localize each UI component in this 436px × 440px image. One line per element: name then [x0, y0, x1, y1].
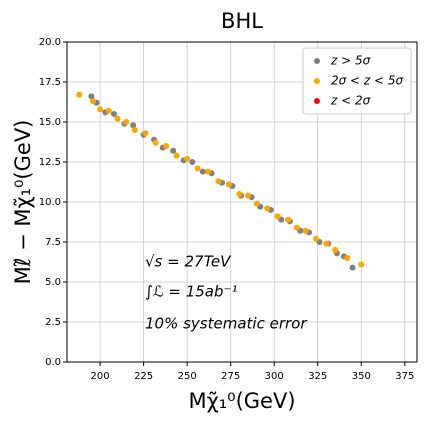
point: [225, 181, 232, 188]
y-tick-label: 12.5: [39, 157, 61, 168]
y-tick-label: 10.0: [39, 197, 61, 208]
point: [358, 261, 365, 268]
point: [97, 106, 104, 113]
point: [170, 147, 177, 154]
point: [349, 264, 356, 271]
point: [302, 227, 309, 234]
x-tick-label: 275: [221, 371, 240, 382]
point: [194, 165, 201, 172]
legend-label: 2σ < z < 5σ: [331, 74, 404, 88]
point: [76, 91, 83, 98]
x-tick-label: 375: [395, 371, 414, 382]
y-tick-label: 0.0: [45, 357, 61, 368]
y-tick-label: 17.5: [39, 77, 61, 88]
point: [163, 143, 170, 149]
y-tick-label: 20.0: [39, 37, 61, 48]
point: [105, 107, 112, 114]
point: [189, 159, 196, 165]
point: [205, 168, 212, 175]
annotation: √s = 27TeV: [145, 253, 232, 271]
x-tick-label: 200: [91, 371, 110, 382]
x-tick-label: 250: [178, 371, 197, 382]
point: [274, 213, 281, 220]
point: [253, 200, 260, 207]
point: [131, 127, 138, 133]
point: [285, 216, 292, 223]
y-tick-label: 5.0: [45, 277, 61, 288]
point: [245, 192, 252, 199]
x-axis-label: Mχ̃₁⁰(GeV): [188, 389, 295, 413]
point: [88, 93, 95, 100]
legend-marker: [314, 98, 320, 104]
point: [152, 139, 159, 146]
legend-box: [302, 47, 412, 115]
point: [344, 255, 351, 261]
point: [313, 235, 320, 242]
point: [142, 130, 149, 137]
point: [184, 155, 191, 162]
y-tick-label: 7.5: [45, 237, 61, 248]
point: [173, 152, 180, 159]
annotation: 10% systematic error: [145, 315, 307, 333]
legend-label: z > 5σ: [330, 54, 371, 68]
legend-label: z < 2σ: [330, 94, 371, 108]
chart-title: BHL: [221, 9, 263, 33]
x-tick-label: 325: [308, 371, 327, 382]
point: [293, 224, 300, 231]
point: [111, 111, 118, 117]
point: [264, 205, 271, 212]
y-tick-label: 2.5: [45, 317, 61, 328]
x-tick-label: 350: [352, 371, 371, 382]
x-tick-label: 225: [134, 371, 153, 382]
point: [90, 98, 97, 105]
point: [323, 240, 330, 247]
x-tick-label: 300: [265, 371, 284, 382]
y-axis-label: Mℓ̃ − Mχ̃₁⁰(GeV): [11, 120, 35, 285]
point: [130, 122, 137, 129]
legend-marker: [314, 58, 320, 64]
y-tick-label: 15.0: [39, 117, 61, 128]
legend-marker: [314, 78, 320, 84]
point: [215, 178, 222, 185]
point: [236, 191, 243, 197]
point: [332, 247, 339, 253]
point: [199, 168, 206, 175]
point: [123, 119, 130, 125]
point: [114, 115, 121, 122]
annotation: ∫ℒ = 15ab⁻¹: [145, 283, 237, 301]
plot-frame: [66, 41, 418, 363]
